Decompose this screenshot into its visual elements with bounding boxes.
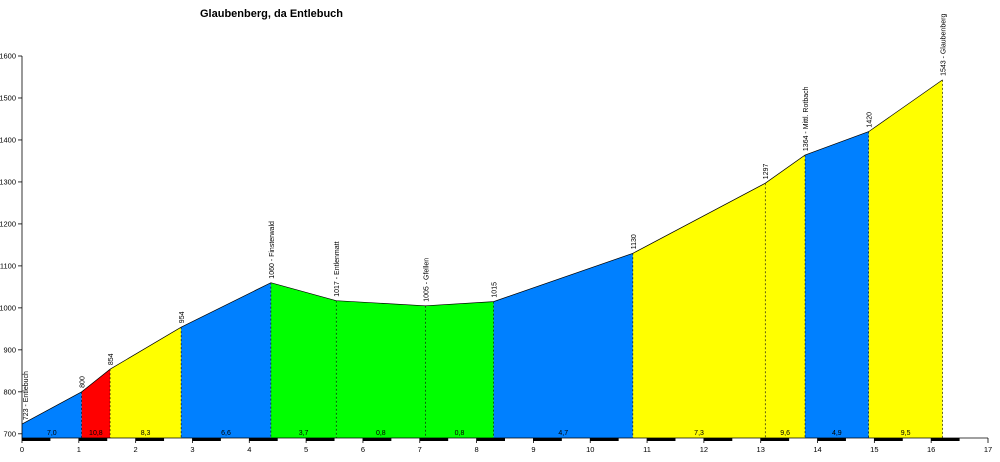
segment-fill-9 xyxy=(632,183,766,438)
x-tick-label-10: 10 xyxy=(586,445,594,454)
point-label-8: 1015 xyxy=(492,282,499,298)
point-label-4: 954 xyxy=(179,311,186,323)
gradient-label-9: 7,3 xyxy=(694,430,704,437)
gradient-label-10: 9,6 xyxy=(780,430,790,437)
gradient-label-12: 9,5 xyxy=(901,430,911,437)
gradient-label-4: 6,6 xyxy=(221,430,231,437)
x-axis-stripe-28 xyxy=(817,438,846,441)
segment-fill-4 xyxy=(181,282,271,438)
segment-fill-1 xyxy=(22,391,82,438)
segment-fill-3 xyxy=(110,327,182,438)
x-tick-label-16: 16 xyxy=(927,445,935,454)
y-tick-label-1100: 1100 xyxy=(0,261,16,270)
x-tick-label-9: 9 xyxy=(531,445,535,454)
gradient-label-5: 3,7 xyxy=(299,430,309,437)
x-axis-stripe-12 xyxy=(362,438,392,441)
segment-fill-11 xyxy=(805,131,869,438)
x-tick-label-13: 13 xyxy=(757,445,765,454)
y-tick-label-800: 800 xyxy=(3,387,16,396)
y-tick-label-1200: 1200 xyxy=(0,219,16,228)
gradient-label-3: 8,3 xyxy=(141,430,151,437)
y-tick-label-700: 700 xyxy=(3,429,16,438)
x-tick-label-14: 14 xyxy=(813,445,821,454)
gradient-label-11: 4,9 xyxy=(832,430,842,437)
x-tick-label-17: 17 xyxy=(984,445,992,454)
x-axis-stripe-2 xyxy=(78,438,108,441)
gradient-label-2: 10,8 xyxy=(89,430,103,437)
segment-fill-12 xyxy=(868,79,943,439)
x-axis-stripe-24 xyxy=(703,438,733,441)
y-tick-label-1000: 1000 xyxy=(0,303,16,312)
x-tick-label-2: 2 xyxy=(134,445,138,454)
y-tick-label-1400: 1400 xyxy=(0,135,16,144)
segment-fill-6 xyxy=(336,300,426,438)
gradient-label-1: 7,0 xyxy=(47,430,57,437)
x-tick-label-11: 11 xyxy=(643,445,651,454)
point-label-6: 1017 - Entlenmatt xyxy=(334,241,341,296)
point-label-9: 1130 xyxy=(631,234,638,249)
x-axis-stripe-26 xyxy=(760,438,790,441)
x-tick-label-0: 0 xyxy=(20,445,24,454)
x-axis-stripe-30 xyxy=(874,438,903,441)
gradient-label-7: 0,8 xyxy=(455,430,465,437)
x-axis-stripe-16 xyxy=(476,438,505,441)
x-axis-stripe-0 xyxy=(22,438,51,441)
segment-fill-10 xyxy=(765,155,806,438)
y-tick-label-1600: 1600 xyxy=(0,52,16,61)
x-tick-label-7: 7 xyxy=(418,445,422,454)
point-label-12: 1420 xyxy=(867,112,874,128)
y-tick-label-900: 900 xyxy=(3,345,16,354)
point-label-13: 1543 - Glaubenberg xyxy=(941,14,948,76)
gradient-label-8: 4,7 xyxy=(558,430,568,437)
x-tick-label-8: 8 xyxy=(475,445,479,454)
gradient-label-6: 0,8 xyxy=(376,430,386,437)
x-tick-label-4: 4 xyxy=(247,445,251,454)
x-tick-label-3: 3 xyxy=(190,445,194,454)
y-tick-label-1300: 1300 xyxy=(0,177,16,186)
y-tick-label-1500: 1500 xyxy=(0,93,16,102)
point-label-11: 1364 - Mittl. Rotbach xyxy=(803,86,810,151)
x-axis-stripe-6 xyxy=(192,438,221,441)
x-tick-label-6: 6 xyxy=(361,445,365,454)
x-axis-stripe-20 xyxy=(590,438,619,441)
x-axis-stripe-22 xyxy=(647,438,676,441)
point-label-7: 1005 - Gfellen xyxy=(423,258,430,302)
segment-fill-5 xyxy=(270,282,337,438)
x-tick-label-15: 15 xyxy=(870,445,878,454)
x-tick-label-1: 1 xyxy=(77,445,81,454)
x-tick-label-5: 5 xyxy=(304,445,308,454)
point-label-2: 800 xyxy=(80,376,87,388)
x-axis-stripe-10 xyxy=(306,438,335,441)
x-axis-stripe-8 xyxy=(249,438,278,441)
point-label-3: 854 xyxy=(108,353,115,365)
segment-fill-7 xyxy=(425,301,494,438)
x-axis-stripe-18 xyxy=(533,438,562,441)
point-label-5: 1060 - Finsterwald xyxy=(269,221,276,279)
segment-fill-8 xyxy=(493,253,633,438)
x-axis-stripe-14 xyxy=(419,438,449,441)
point-label-1: 723 - Entlebuch xyxy=(23,371,30,420)
x-axis-stripe-32 xyxy=(931,438,960,441)
x-axis-stripe-4 xyxy=(135,438,165,441)
x-tick-label-12: 12 xyxy=(700,445,708,454)
chart-title: Glaubenberg, da Entlebuch xyxy=(200,8,344,20)
point-label-10: 1297 xyxy=(763,164,770,180)
